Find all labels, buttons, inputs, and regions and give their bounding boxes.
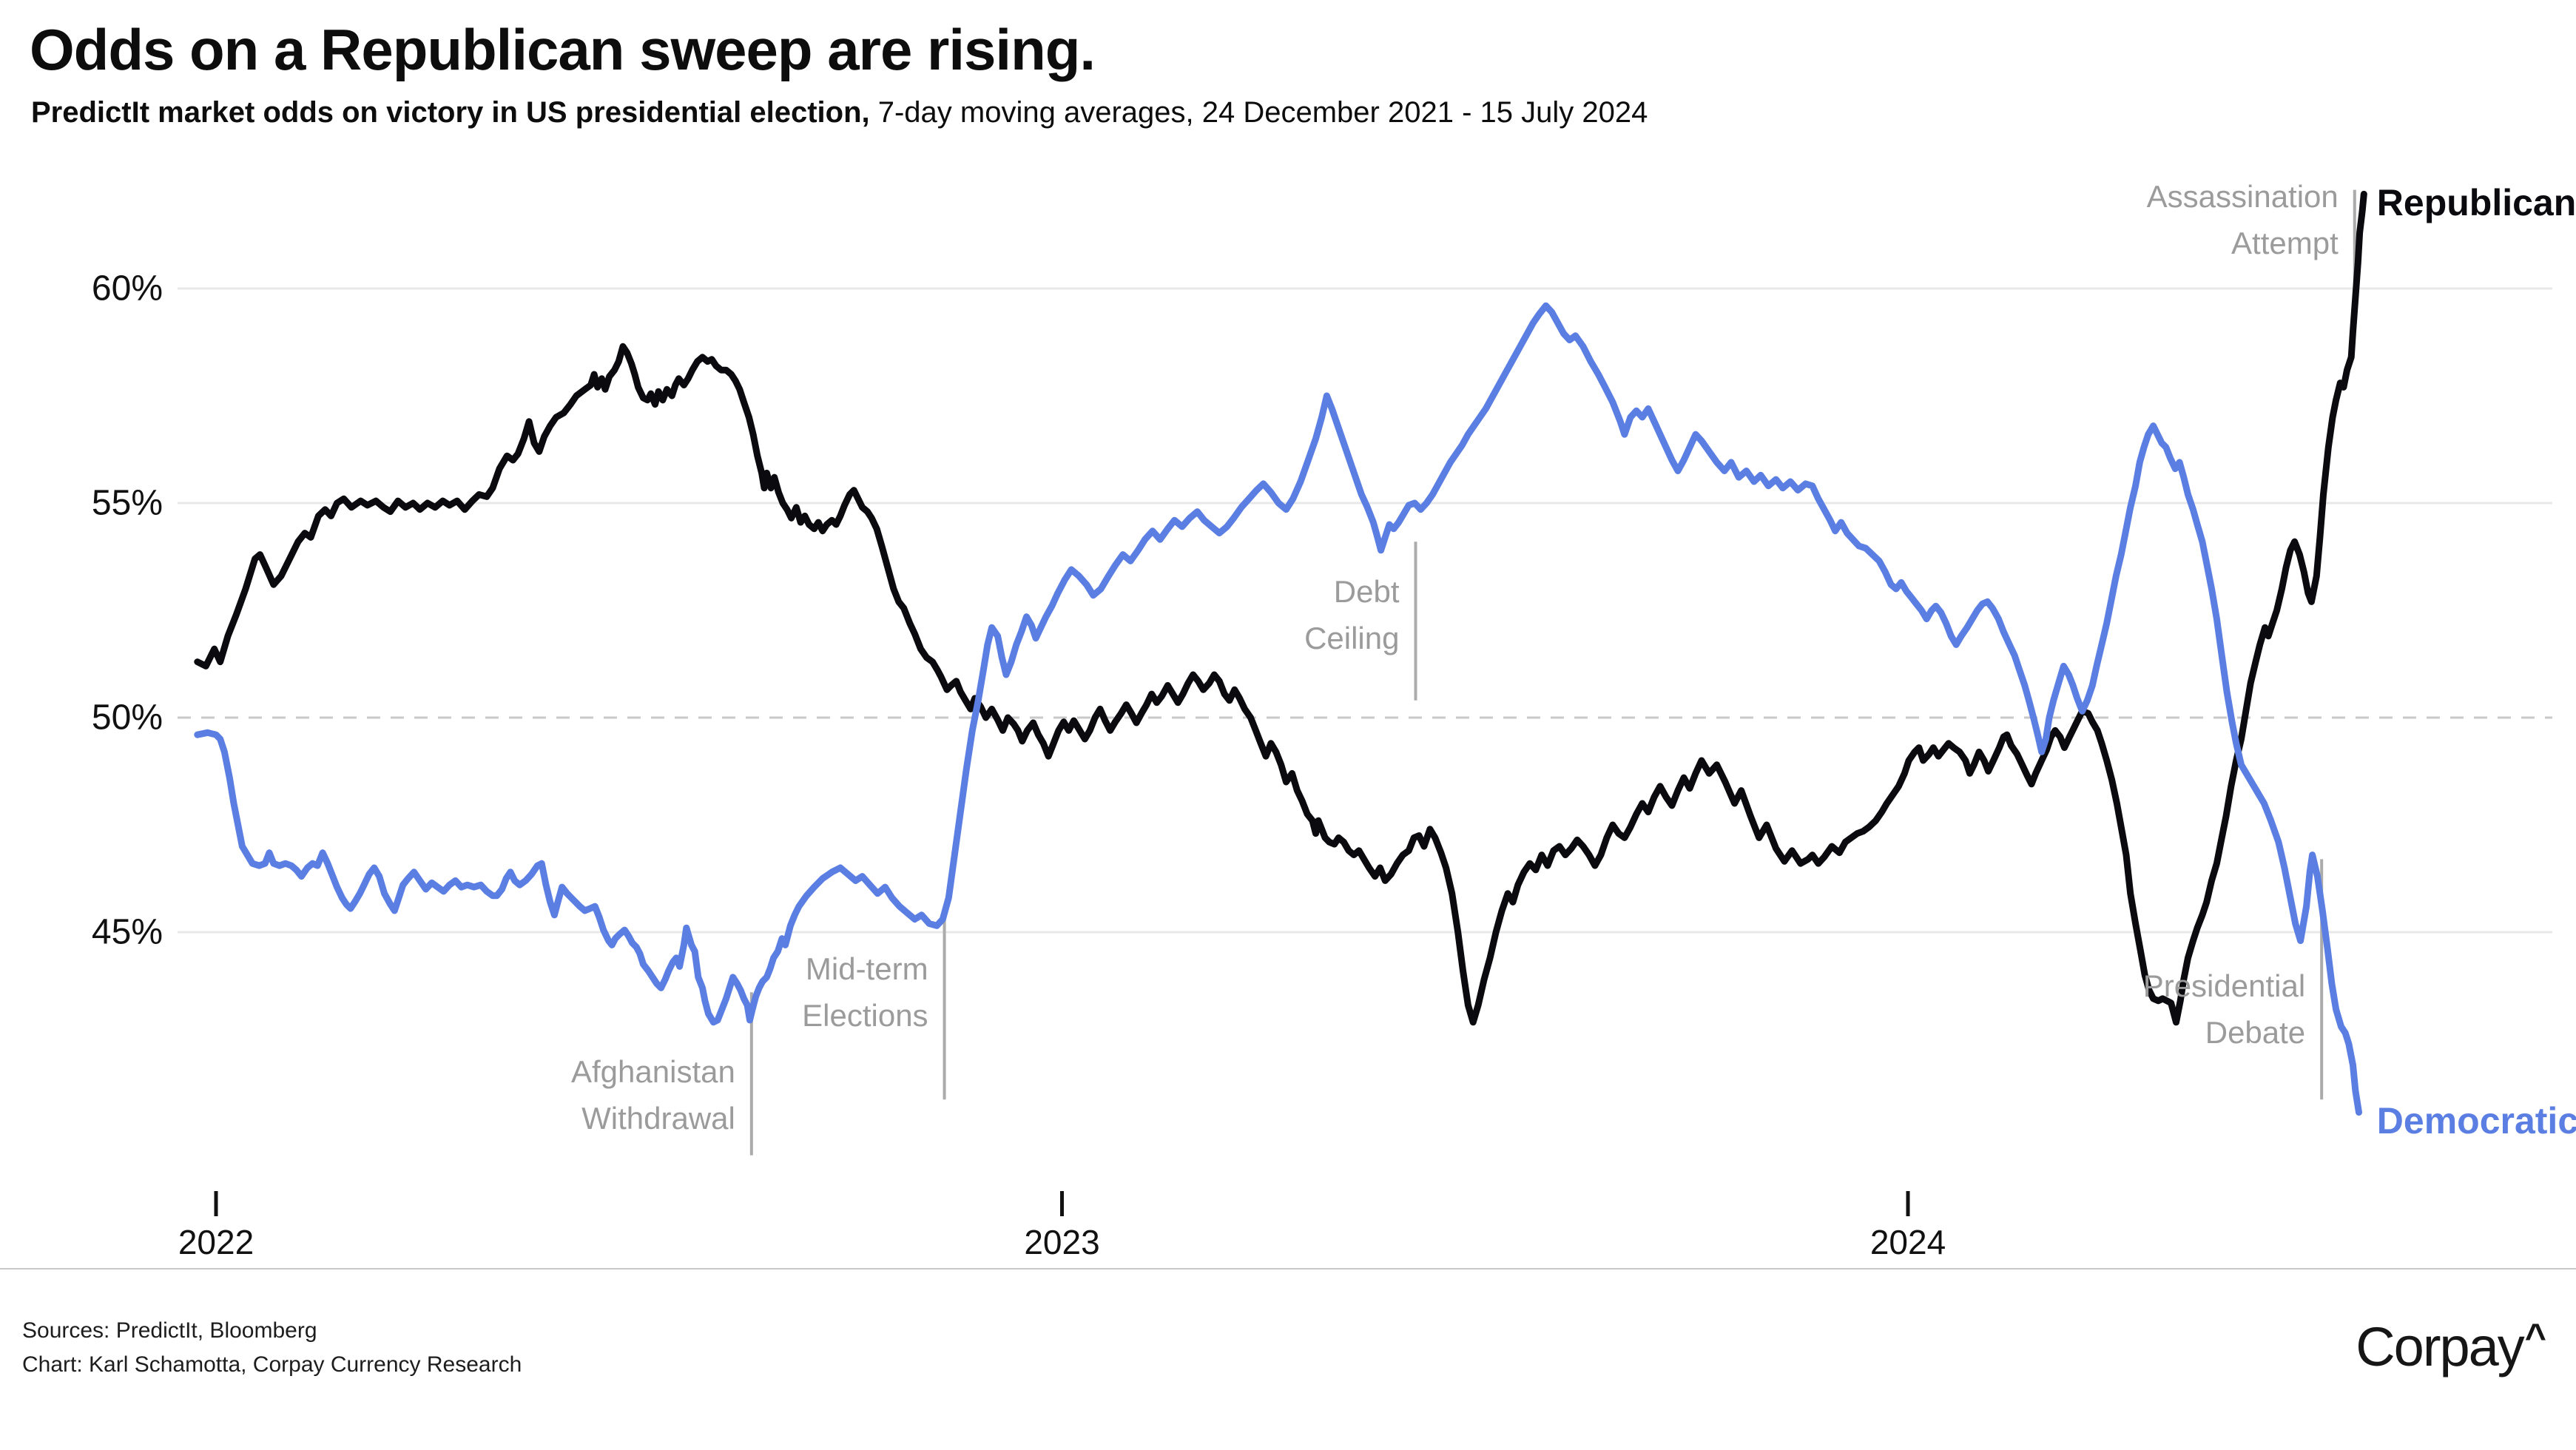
annotation-label-assassination-attempt: Assassination Attempt [2146,179,2339,261]
x-axis-label-2022: 2022 [178,1223,254,1261]
y-axis-label-45%: 45% [91,912,163,952]
series-line-republican [194,190,2367,1026]
y-axis-label-60%: 60% [91,269,163,308]
y-axis-label-55%: 55% [91,483,163,523]
series-label-republican: Republican [2376,182,2576,223]
corpay-logo: Corpay^ [2356,1315,2546,1378]
corpay-logo-text: Corpay [2356,1316,2525,1378]
annotation-label-afghanistan-withdrawal: Afghanistan Withdrawal [571,1054,735,1136]
chart-credit-line: Chart: Karl Schamotta, Corpay Currency R… [22,1352,522,1377]
series-label-democratic: Democratic [2376,1100,2576,1142]
corpay-caret-icon: ^ [2524,1316,2546,1358]
series-line-democratic [194,302,2362,1116]
page-subtitle: PredictIt market odds on victory in US p… [31,96,1648,129]
sources-line: Sources: PredictIt, Bloomberg [22,1318,317,1343]
annotation-label-presidential-debate: Presidential Debate [2142,968,2306,1051]
subtitle-bold: PredictIt market odds on victory in US p… [31,96,870,129]
x-axis-label-2023: 2023 [1024,1223,1100,1261]
footer-divider [0,1268,2576,1269]
page-title: Odds on a Republican sweep are rising. [30,17,1096,82]
annotation-label-mid-term-elections: Mid-term Elections [802,951,928,1033]
subtitle-rest: 7-day moving averages, 24 December 2021 … [869,96,1648,129]
x-axis-label-2024: 2024 [1869,1223,1946,1261]
annotation-label-debt-ceiling: Debt Ceiling [1304,573,1400,655]
y-axis-label-50%: 50% [91,698,163,738]
